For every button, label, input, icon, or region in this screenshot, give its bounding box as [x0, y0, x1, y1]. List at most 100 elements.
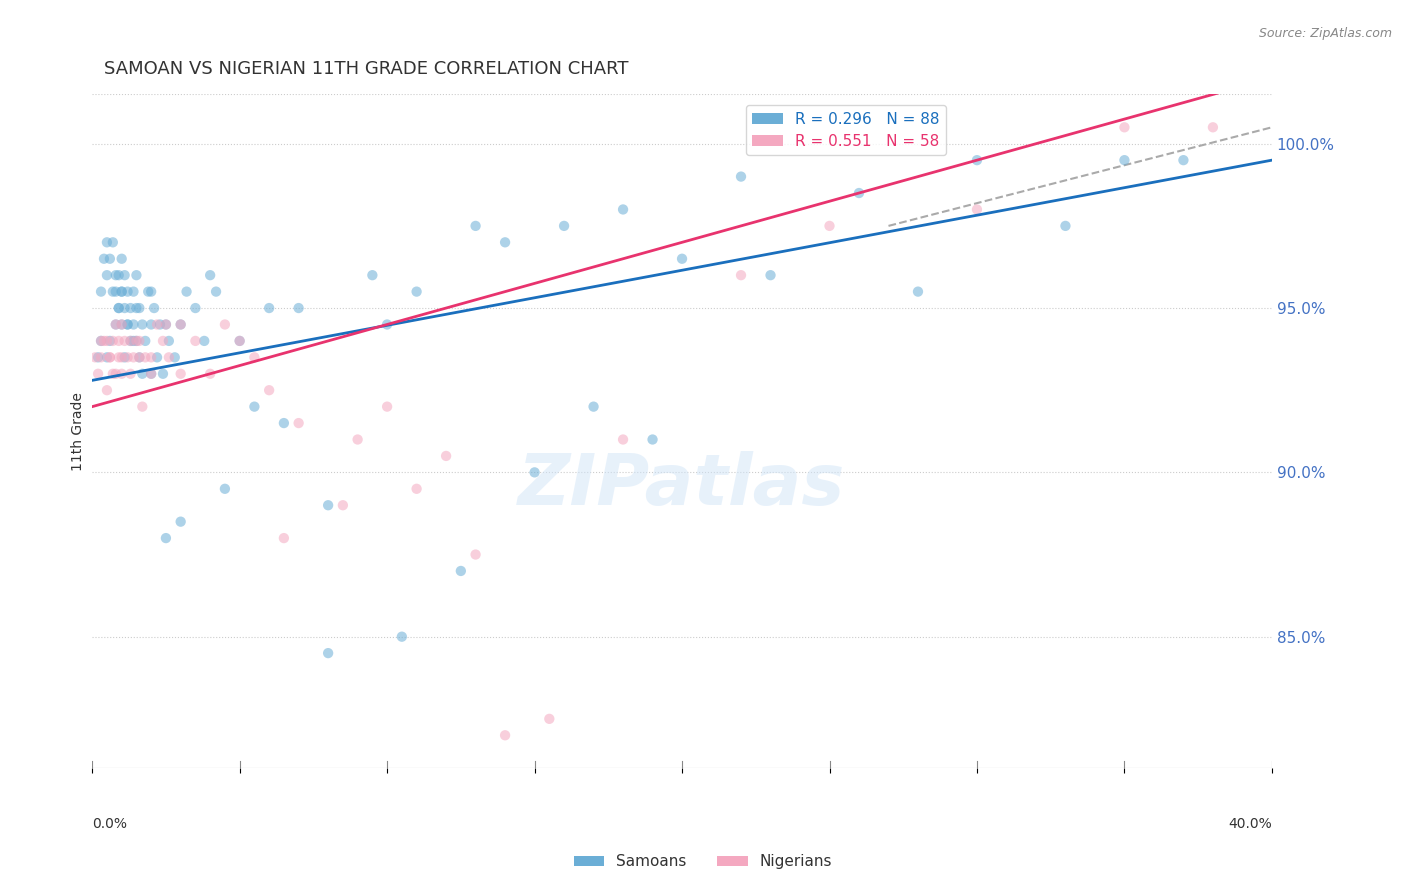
Point	[287, 416, 309, 430]
Point	[464, 219, 486, 233]
Point	[117, 318, 139, 332]
Point	[146, 351, 169, 365]
Point	[93, 252, 115, 266]
Point	[141, 367, 163, 381]
Point	[243, 400, 266, 414]
Point	[131, 318, 153, 332]
Point	[612, 202, 634, 217]
Point	[405, 482, 427, 496]
Point	[128, 301, 150, 315]
Point	[1114, 153, 1136, 168]
Point	[966, 202, 988, 217]
Point	[198, 367, 221, 381]
Point	[96, 235, 118, 250]
Point	[131, 367, 153, 381]
Point	[405, 285, 427, 299]
Point	[107, 268, 129, 283]
Point	[169, 515, 191, 529]
Point	[641, 433, 664, 447]
Point	[152, 367, 174, 381]
Point	[184, 301, 207, 315]
Point	[169, 318, 191, 332]
Point	[184, 334, 207, 348]
Point	[122, 351, 145, 365]
Point	[346, 433, 368, 447]
Point	[375, 318, 398, 332]
Point	[114, 351, 136, 365]
Point	[214, 318, 236, 332]
Point	[205, 285, 228, 299]
Point	[125, 301, 148, 315]
Point	[966, 153, 988, 168]
Point	[120, 334, 142, 348]
Point	[90, 334, 112, 348]
Point	[553, 219, 575, 233]
Point	[818, 219, 841, 233]
Point	[120, 334, 142, 348]
Point	[538, 712, 561, 726]
Point	[128, 351, 150, 365]
Point	[582, 400, 605, 414]
Point	[104, 268, 127, 283]
Point	[107, 334, 129, 348]
Point	[193, 334, 215, 348]
Point	[90, 285, 112, 299]
Point	[257, 301, 280, 315]
Point	[84, 351, 107, 365]
Point	[120, 301, 142, 315]
Point	[104, 318, 127, 332]
Point	[157, 351, 180, 365]
Point	[228, 334, 250, 348]
Point	[104, 285, 127, 299]
Point	[155, 318, 177, 332]
Point	[1054, 219, 1077, 233]
Point	[117, 318, 139, 332]
Point	[523, 466, 546, 480]
Point	[1202, 120, 1225, 135]
Point	[141, 367, 163, 381]
Point	[93, 334, 115, 348]
Point	[120, 367, 142, 381]
Point	[391, 630, 413, 644]
Point	[134, 351, 156, 365]
Point	[907, 285, 929, 299]
Point	[98, 351, 121, 365]
Point	[101, 235, 124, 250]
Point	[149, 318, 172, 332]
Text: ZIPatlas: ZIPatlas	[519, 450, 846, 520]
Point	[361, 268, 384, 283]
Point	[198, 268, 221, 283]
Point	[104, 367, 127, 381]
Point	[101, 285, 124, 299]
Point	[730, 169, 752, 184]
Point	[141, 318, 163, 332]
Y-axis label: 11th Grade: 11th Grade	[72, 392, 86, 471]
Point	[671, 252, 693, 266]
Point	[612, 433, 634, 447]
Point	[163, 351, 186, 365]
Point	[111, 252, 134, 266]
Text: 40.0%: 40.0%	[1229, 817, 1272, 831]
Point	[117, 351, 139, 365]
Point	[134, 334, 156, 348]
Point	[114, 334, 136, 348]
Text: 0.0%: 0.0%	[93, 817, 127, 831]
Point	[141, 351, 163, 365]
Point	[128, 334, 150, 348]
Point	[143, 301, 166, 315]
Point	[96, 268, 118, 283]
Point	[141, 285, 163, 299]
Point	[104, 318, 127, 332]
Point	[146, 318, 169, 332]
Point	[87, 351, 110, 365]
Point	[316, 646, 339, 660]
Point	[90, 334, 112, 348]
Point	[152, 334, 174, 348]
Point	[111, 318, 134, 332]
Point	[136, 285, 159, 299]
Point	[111, 285, 134, 299]
Point	[87, 367, 110, 381]
Point	[117, 285, 139, 299]
Point	[176, 285, 198, 299]
Point	[114, 268, 136, 283]
